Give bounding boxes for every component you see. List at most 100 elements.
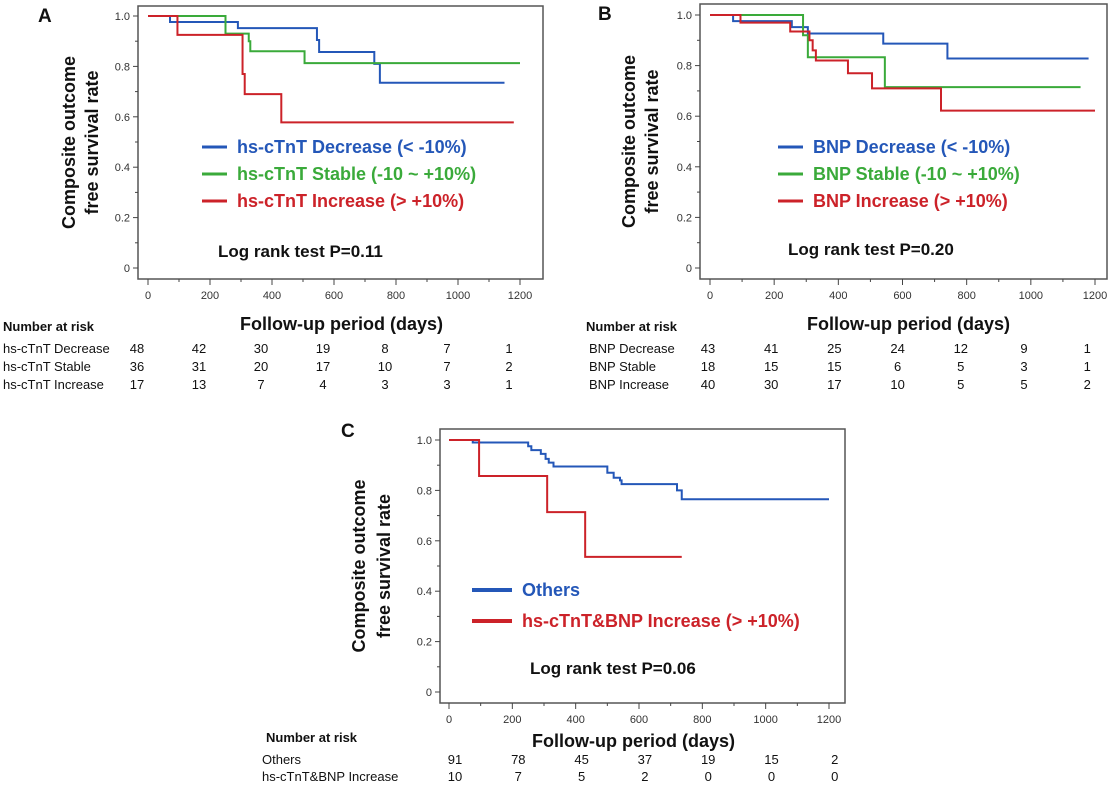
log-rank-annotation: Log rank test P=0.20	[788, 240, 954, 259]
x-tick-label: 0	[145, 290, 151, 302]
x-tick-label: 600	[325, 290, 343, 302]
x-tick-label: 800	[693, 714, 711, 726]
x-axis-label: Follow-up period (days)	[807, 314, 1010, 334]
y-tick-label: 1.0	[417, 435, 432, 447]
legend: hs-cTnT Decrease (< -10%) hs-cTnT Stable …	[202, 137, 476, 211]
risk-count: 7	[257, 377, 264, 392]
risk-count: 7	[443, 359, 450, 374]
risk-count: 91	[448, 752, 462, 767]
risk-row-label: Others	[262, 752, 302, 767]
survival-curve-3	[710, 14, 1095, 112]
risk-count: 43	[701, 341, 715, 356]
panel-letter-c: C	[341, 421, 355, 442]
risk-count: 36	[130, 359, 144, 374]
survival-curve-2	[148, 15, 520, 65]
legend-label: hs-cTnT Decrease (< -10%)	[237, 137, 467, 157]
risk-count: 1	[505, 341, 512, 356]
risk-table-title: Number at risk	[586, 319, 678, 334]
risk-count: 15	[764, 752, 778, 767]
x-tick-label: 1200	[817, 714, 841, 726]
risk-count: 1	[1084, 359, 1091, 374]
x-tick-label: 400	[829, 290, 847, 302]
y-tick-label: 1.0	[677, 10, 692, 22]
risk-count: 7	[515, 769, 522, 784]
x-tick-label: 200	[503, 714, 521, 726]
risk-count: 19	[701, 752, 715, 767]
risk-table: Number at risk Others 91 78 45 37 19 15 2 hs-cTn…	[262, 730, 838, 784]
risk-count: 45	[574, 752, 588, 767]
risk-count: 4	[319, 377, 326, 392]
risk-table: Number at risk BNP Decrease 43 41 25 24 12 9 1B…	[586, 319, 1091, 392]
survival-curve-1	[449, 439, 829, 501]
risk-count: 10	[890, 377, 904, 392]
panel-a: A Composite outcome free survival rate 0 0…	[3, 5, 544, 392]
survival-curve-2	[710, 14, 1081, 89]
legend-label: hs-cTnT Stable (-10 ~ +10%)	[237, 164, 476, 184]
risk-count: 37	[638, 752, 652, 767]
y-tick-label: 0.4	[677, 162, 692, 174]
x-tick-label: 600	[630, 714, 648, 726]
log-rank-annotation: Log rank test P=0.06	[530, 659, 696, 678]
panel-letter-a: A	[38, 6, 52, 27]
legend-label: hs-cTnT&BNP Increase (> +10%)	[522, 611, 800, 631]
panel-c: C Composite outcome free survival rate 0 0…	[262, 421, 846, 784]
log-rank-annotation: Log rank test P=0.11	[218, 242, 383, 261]
plot-area: 0 0.2 0.4 0.6 0.8 1.0 0 200 400 600 800 1000 1200 Oth…	[417, 428, 846, 726]
risk-count: 0	[831, 769, 838, 784]
y-tick-label: 1.0	[115, 11, 130, 23]
legend-label: BNP Increase (> +10%)	[813, 191, 1008, 211]
risk-count: 8	[381, 341, 388, 356]
risk-count: 25	[827, 341, 841, 356]
risk-count: 13	[192, 377, 206, 392]
risk-count: 9	[1020, 341, 1027, 356]
risk-count: 3	[1020, 359, 1027, 374]
legend-label: Others	[522, 580, 580, 600]
risk-count: 19	[316, 341, 330, 356]
risk-count: 15	[764, 359, 778, 374]
risk-count: 41	[764, 341, 778, 356]
y-tick-label: 0	[124, 263, 130, 275]
y-axis-label-line: Composite outcome	[349, 479, 369, 652]
legend-label: hs-cTnT Increase (> +10%)	[237, 191, 464, 211]
risk-count: 5	[1020, 377, 1027, 392]
y-tick-label: 0.8	[115, 61, 130, 73]
risk-count: 1	[505, 377, 512, 392]
risk-count: 15	[827, 359, 841, 374]
y-tick-label: 0.8	[417, 485, 432, 497]
x-tick-label: 1200	[1083, 290, 1107, 302]
risk-count: 24	[890, 341, 904, 356]
risk-count: 2	[831, 752, 838, 767]
survival-curve-2	[449, 439, 682, 558]
y-axis-label-line: Composite outcome	[619, 55, 639, 228]
risk-count: 5	[957, 359, 964, 374]
y-tick-label: 0.6	[677, 111, 692, 123]
y-axis-label-line: free survival rate	[82, 70, 102, 214]
risk-table-title: Number at risk	[3, 319, 95, 334]
survival-curve-3	[148, 15, 514, 124]
x-tick-label: 0	[446, 714, 452, 726]
risk-count: 17	[316, 359, 330, 374]
risk-row-label: hs-cTnT Increase	[3, 377, 104, 392]
y-tick-label: 0.2	[417, 637, 432, 649]
risk-count: 42	[192, 341, 206, 356]
y-axis-label: Composite outcome free survival rate	[59, 56, 102, 229]
x-tick-label: 400	[263, 290, 281, 302]
plot-area: 0 0.2 0.4 0.6 0.8 1.0 0 200 400 600 800 1000 1200 BNP…	[677, 3, 1108, 302]
risk-row-label: hs-cTnT Stable	[3, 359, 91, 374]
y-tick-label: 0.6	[115, 112, 130, 124]
risk-count: 5	[957, 377, 964, 392]
y-tick-label: 0.2	[677, 212, 692, 224]
risk-count: 10	[378, 359, 392, 374]
risk-count: 12	[954, 341, 968, 356]
risk-count: 30	[764, 377, 778, 392]
y-tick-label: 0.4	[417, 586, 432, 598]
risk-count: 48	[130, 341, 144, 356]
y-axis-label: Composite outcome free survival rate	[349, 479, 394, 652]
risk-count: 2	[1084, 377, 1091, 392]
x-tick-label: 800	[957, 290, 975, 302]
survival-curve-1	[148, 15, 505, 84]
y-tick-label: 0.2	[115, 213, 130, 225]
x-axis-label: Follow-up period (days)	[532, 731, 735, 751]
risk-count: 3	[381, 377, 388, 392]
